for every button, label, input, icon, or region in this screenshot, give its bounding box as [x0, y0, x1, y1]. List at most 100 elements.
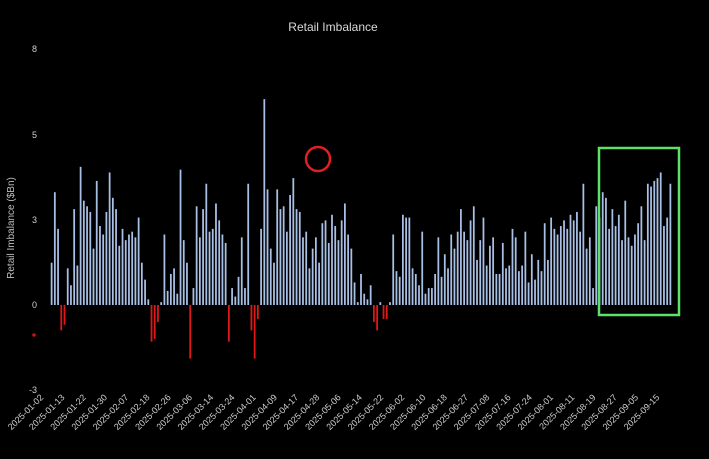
bars: [50, 99, 672, 359]
bar: [70, 285, 72, 305]
bar: [537, 259, 540, 305]
bar: [421, 231, 424, 305]
bar: [95, 180, 98, 305]
y-tick-label: 8: [32, 44, 37, 54]
bar: [563, 220, 565, 305]
bar: [643, 240, 646, 305]
bar: [411, 268, 414, 305]
bar: [218, 220, 221, 305]
bar: [640, 206, 643, 305]
bar: [669, 183, 672, 305]
bar: [331, 214, 333, 305]
bar: [157, 305, 159, 322]
bar: [89, 211, 92, 305]
bar: [334, 226, 337, 305]
bar: [389, 302, 391, 305]
bar: [466, 240, 469, 305]
bar: [617, 214, 620, 305]
bar: [147, 299, 150, 305]
bar: [369, 285, 372, 305]
bar: [592, 288, 594, 305]
bar: [350, 248, 353, 305]
bar: [424, 293, 427, 305]
red-dot-marker: [32, 333, 36, 337]
chart-title: Retail Imbalance: [288, 20, 378, 34]
bar: [408, 217, 411, 305]
bar: [82, 200, 85, 305]
bar: [653, 180, 656, 305]
bar: [173, 268, 175, 305]
y-tick-label: 0: [32, 300, 37, 310]
bar: [221, 234, 224, 305]
bar: [118, 245, 121, 305]
bar: [134, 237, 137, 305]
bar: [263, 99, 266, 305]
bar: [611, 209, 614, 305]
bar: [489, 245, 491, 305]
bar: [627, 237, 630, 305]
bar: [453, 248, 456, 305]
bar: [305, 231, 308, 305]
bar: [556, 234, 559, 305]
bar: [253, 305, 256, 359]
bar: [472, 206, 475, 305]
bar: [137, 217, 140, 305]
bar: [337, 240, 340, 305]
bar: [534, 279, 536, 305]
y-axis-ticks: 8 5 3 0 -3: [29, 44, 37, 395]
bar: [208, 231, 211, 305]
bar: [115, 209, 117, 305]
bar: [327, 242, 330, 305]
bar: [440, 276, 443, 305]
bar: [363, 293, 366, 305]
bar: [215, 203, 217, 305]
highlight-circle: [304, 145, 332, 173]
bar: [601, 192, 604, 305]
bar: [501, 242, 504, 305]
bar: [124, 240, 127, 305]
bar: [256, 305, 259, 320]
bar: [302, 237, 304, 305]
bar: [344, 203, 346, 305]
bar: [237, 276, 240, 305]
bar: [463, 231, 466, 305]
bar: [298, 211, 301, 305]
bar: [108, 172, 111, 305]
bar: [663, 226, 665, 305]
bar: [53, 192, 56, 305]
bar: [169, 273, 172, 305]
bar: [469, 220, 472, 305]
bar: [231, 288, 233, 305]
y-tick-label: 5: [32, 130, 37, 140]
bar: [353, 282, 356, 305]
bar: [76, 265, 79, 305]
bar: [443, 254, 446, 305]
bar: [153, 305, 156, 339]
bar: [269, 248, 272, 305]
bar: [224, 242, 227, 305]
bar: [356, 302, 359, 305]
bar: [308, 268, 311, 305]
bar: [624, 200, 627, 305]
bar: [392, 234, 395, 305]
bar: [227, 305, 230, 342]
bar: [250, 305, 253, 331]
bar: [289, 195, 291, 305]
bar: [99, 226, 101, 305]
bar: [189, 305, 192, 359]
bar: [579, 231, 582, 305]
bar: [630, 245, 633, 305]
bar: [128, 234, 130, 305]
bar: [144, 279, 146, 305]
bar: [244, 288, 246, 305]
bar: [195, 206, 198, 305]
bar: [482, 217, 485, 305]
bar: [314, 237, 317, 305]
bar: [247, 183, 250, 305]
bar: [414, 273, 417, 305]
bar: [547, 259, 549, 305]
bar: [434, 273, 437, 305]
bar: [318, 262, 320, 305]
bar: [634, 234, 636, 305]
bar: [576, 211, 578, 305]
